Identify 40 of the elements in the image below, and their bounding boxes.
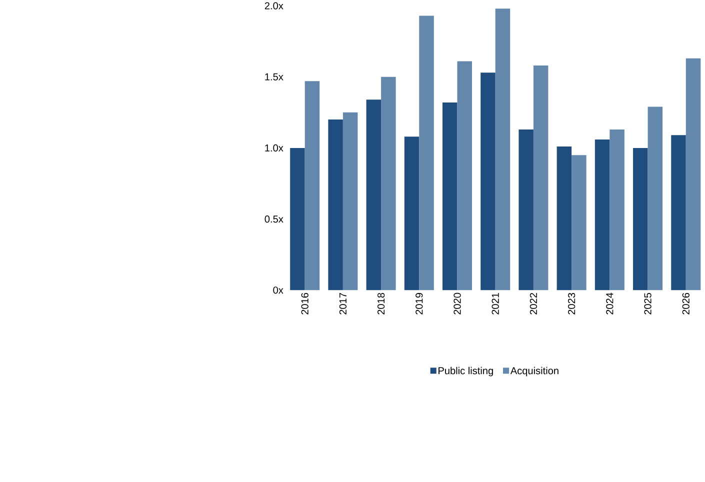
x-tick-label: 2017: [339, 292, 346, 314]
x-tick-label: 2025: [644, 292, 652, 314]
bar: [442, 102, 458, 290]
bar: [328, 120, 343, 290]
bar: [342, 112, 358, 290]
bar: [686, 58, 701, 290]
bar: [594, 139, 610, 290]
x-tick-label: 2023: [568, 292, 576, 314]
bar: [381, 76, 396, 290]
bar: [648, 106, 663, 290]
bar: [495, 8, 510, 290]
bar: [457, 61, 472, 290]
bar: [304, 81, 320, 290]
x-tick-label: 2022: [530, 292, 538, 314]
y-tick-label: 0x: [273, 286, 284, 294]
x-tick-label: 2026: [682, 292, 690, 314]
bar: [419, 16, 434, 290]
bar: [404, 136, 420, 290]
y-tick-label: 2.0x: [264, 2, 284, 10]
x-tick-label: 2021: [492, 292, 499, 314]
x-tick-label: 2019: [416, 292, 423, 314]
bar: [518, 129, 534, 290]
x-tick-label: 2016: [301, 292, 308, 314]
x-tick-label: 2018: [377, 292, 385, 314]
bar: [671, 135, 686, 290]
bar: [366, 100, 382, 290]
x-tick-label: 2024: [606, 292, 614, 314]
legend-label: Acquisition: [510, 366, 558, 376]
bar: [633, 148, 648, 290]
y-tick-label: 1.5x: [265, 73, 284, 80]
bar: [290, 148, 305, 290]
x-tick-label: 2020: [454, 292, 461, 314]
bar: [533, 65, 548, 290]
y-tick-label: 1.0x: [265, 144, 284, 152]
legend-label: Public listing: [438, 366, 493, 376]
y-tick-label: 0.5x: [264, 215, 284, 223]
bar: [556, 146, 572, 290]
bar: [572, 155, 586, 290]
bar: [480, 72, 496, 290]
bar: [610, 129, 624, 290]
